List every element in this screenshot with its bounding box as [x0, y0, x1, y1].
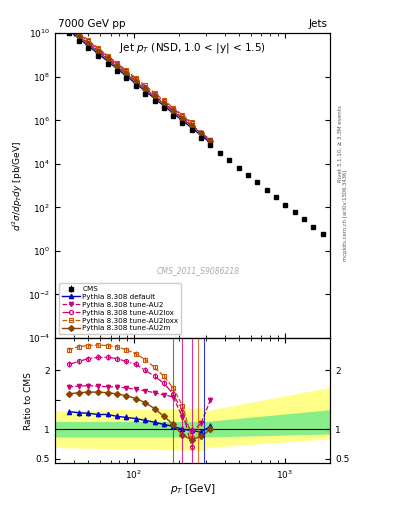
Text: mcplots.cern.ch [arXiv:1306.3436]: mcplots.cern.ch [arXiv:1306.3436] — [343, 169, 347, 261]
Text: 7000 GeV pp: 7000 GeV pp — [58, 19, 125, 29]
Text: Jet $p_T$ (NSD, 1.0 < |y| < 1.5): Jet $p_T$ (NSD, 1.0 < |y| < 1.5) — [119, 41, 266, 55]
Text: Rivet 3.1.10, ≥ 3.3M events: Rivet 3.1.10, ≥ 3.3M events — [338, 105, 342, 182]
Text: Jets: Jets — [309, 19, 327, 29]
Y-axis label: $d^2\sigma/dp_Tdy$ [pb/GeV]: $d^2\sigma/dp_Tdy$ [pb/GeV] — [11, 140, 25, 231]
Y-axis label: Ratio to CMS: Ratio to CMS — [24, 372, 33, 430]
Text: CMS_2011_S9086218: CMS_2011_S9086218 — [156, 266, 240, 275]
X-axis label: $p_T$ [GeV]: $p_T$ [GeV] — [170, 482, 215, 496]
Legend: CMS, Pythia 8.308 default, Pythia 8.308 tune-AU2, Pythia 8.308 tune-AU2lox, Pyth: CMS, Pythia 8.308 default, Pythia 8.308 … — [59, 283, 182, 334]
